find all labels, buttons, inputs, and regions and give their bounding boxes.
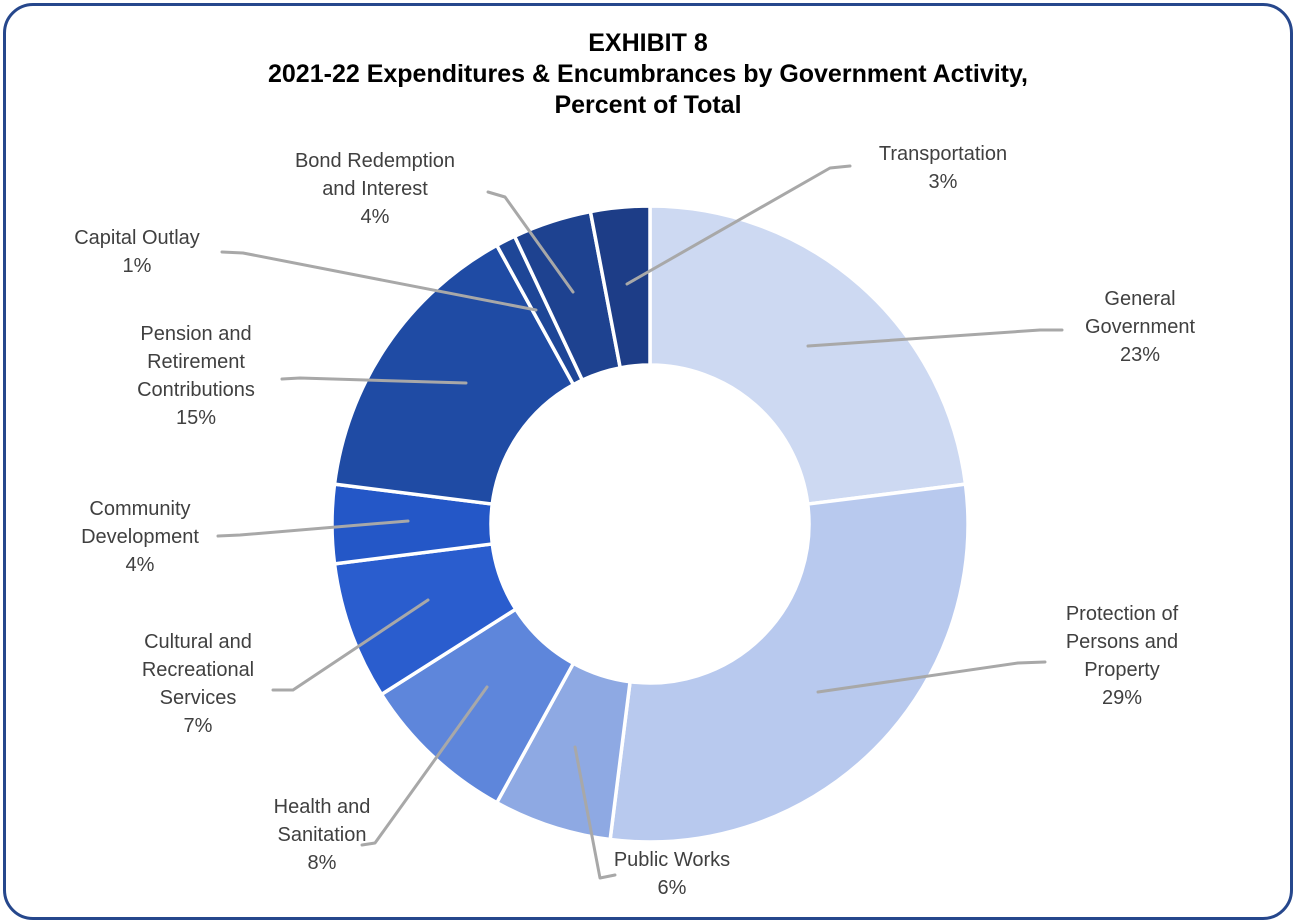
slice-label-transportation: Transportation 3%: [843, 140, 1043, 196]
leader-lines: [216, 164, 1064, 880]
label-line: Community: [89, 498, 191, 520]
leader-line-community-development: [216, 519, 410, 538]
label-line: and Interest: [322, 178, 428, 200]
label-line: Contributions: [137, 379, 255, 401]
label-line: Services: [159, 687, 237, 709]
pie-slice-transportation: [588, 204, 652, 370]
leader-line-public-works: [573, 745, 617, 880]
pie-slice-pension-and-retirement-contributions: [332, 243, 576, 506]
label-pct: 3%: [928, 171, 958, 193]
label-line: Protection of: [1065, 603, 1179, 625]
label-line: Health and: [273, 796, 371, 818]
label-line: Persons and: [1065, 631, 1179, 653]
label-line: Development: [81, 526, 199, 548]
slice-label-pension: Pension and Retirement Contributions 15%: [96, 320, 296, 432]
label-line: General: [1104, 288, 1176, 310]
donut-slices: [330, 204, 970, 844]
leader-line-cultural-recreational: [271, 598, 430, 692]
label-line: Bond Redemption: [294, 150, 456, 172]
title-line-1: EXHIBIT 8: [588, 29, 708, 57]
slice-label-protection: Protection of Persons and Property 29%: [1022, 600, 1222, 712]
label-pct: 1%: [122, 255, 152, 277]
pie-slice-protection-of-persons-and-property: [608, 482, 970, 844]
slice-label-general-government: General Government 23%: [1040, 285, 1240, 369]
title-line-2: 2021-22 Expenditures & Encumbrances by G…: [268, 60, 1028, 88]
slice-label-community-development: Community Development 4%: [40, 495, 240, 579]
label-pct: 29%: [1101, 687, 1143, 709]
label-pct: 7%: [183, 715, 213, 737]
leader-line-health-sanitation: [360, 685, 489, 847]
label-line: Recreational: [141, 659, 255, 681]
chart-title: EXHIBIT 8 2021-22 Expenditures & Encumbr…: [0, 28, 1296, 121]
label-line: Transportation: [878, 143, 1008, 165]
slice-label-bond-redemption: Bond Redemption and Interest 4%: [255, 147, 495, 231]
label-line: Sanitation: [277, 824, 367, 846]
label-line: Cultural and: [144, 631, 252, 653]
leader-line-transportation: [625, 164, 852, 286]
label-line: Pension and: [140, 323, 252, 345]
leader-line-protection: [816, 660, 1047, 694]
slice-label-cultural-recreational: Cultural and Recreational Services 7%: [98, 628, 298, 740]
slice-label-capital-outlay: Capital Outlay 1%: [37, 224, 237, 280]
label-pct: 6%: [657, 877, 687, 899]
slice-label-health-sanitation: Health and Sanitation 8%: [222, 793, 422, 877]
label-line: Government: [1084, 316, 1196, 338]
label-pct: 8%: [307, 852, 337, 874]
label-line: Capital Outlay: [74, 227, 200, 249]
pie-slice-general-government: [648, 204, 968, 506]
label-line: Property: [1084, 659, 1160, 681]
leader-line-capital-outlay: [220, 250, 538, 312]
label-pct: 15%: [175, 407, 217, 429]
label-pct: 4%: [360, 206, 390, 228]
label-pct: 23%: [1119, 344, 1161, 366]
label-line: Public Works: [613, 849, 731, 871]
leader-line-general-government: [806, 328, 1064, 348]
label-pct: 4%: [125, 554, 155, 576]
leader-line-bond-redemption: [486, 190, 575, 294]
label-line: Retirement: [147, 351, 245, 373]
title-line-3: Percent of Total: [554, 91, 742, 119]
slice-label-public-works: Public Works 6%: [572, 846, 772, 902]
leader-line-pension: [280, 376, 468, 385]
